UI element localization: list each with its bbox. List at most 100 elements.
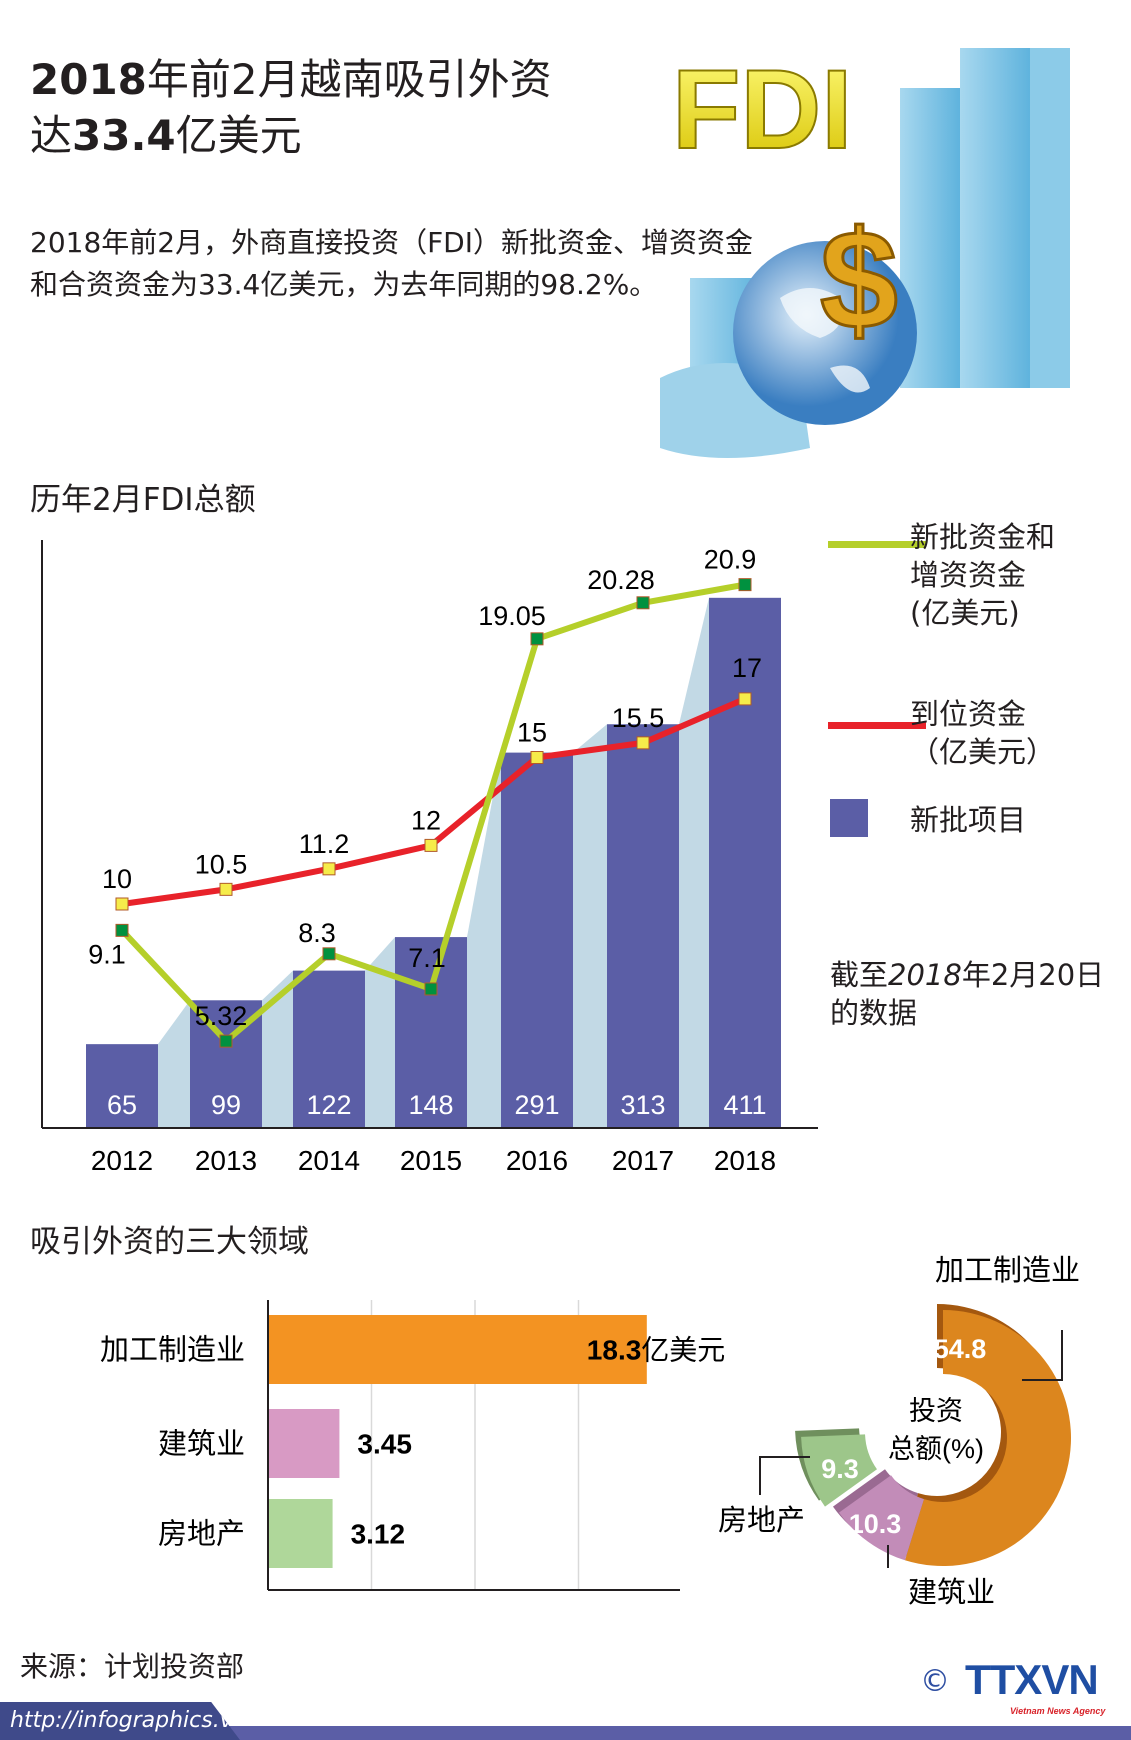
title-unit: 亿美元 — [175, 111, 302, 160]
fdi-text: FDI — [672, 48, 852, 172]
category-label: 房地产 — [718, 1504, 805, 1537]
new-capital-value-label: 8.3 — [298, 918, 336, 948]
x-tick-label: 2015 — [400, 1145, 462, 1170]
illustration-bar — [1030, 48, 1070, 388]
donut-center-label: 投资 — [909, 1396, 963, 1426]
new-capital-marker — [322, 947, 336, 961]
fdi-illustration: FDI $ — [660, 48, 1070, 458]
title-year: 2018 — [30, 55, 147, 104]
legend-bar-label: 新批项目 — [910, 803, 1027, 837]
sector-value-label: 3.45 — [357, 1429, 412, 1460]
footer-bar — [0, 1726, 1131, 1740]
sector-label: 建筑业 — [158, 1428, 245, 1461]
bar-value-label: 411 — [723, 1090, 766, 1120]
received-capital-marker — [636, 736, 650, 750]
bar-value-label: 148 — [408, 1090, 453, 1120]
bar-connector-shade — [158, 1000, 190, 1128]
bar-new-projects — [709, 597, 781, 1128]
sector-bar — [268, 1315, 647, 1384]
new-capital-marker — [219, 1034, 233, 1048]
legend-green-label: 新批资金和 增资资金 (亿美元) — [910, 518, 1055, 632]
bar-value-label: 65 — [107, 1090, 137, 1120]
title-pre: 达 — [30, 111, 73, 160]
category-label: 建筑业 — [908, 1576, 995, 1609]
sector-value-label: 18.3亿美元 — [587, 1334, 726, 1367]
new-capital-marker — [530, 632, 544, 646]
legend-green-line — [828, 541, 926, 548]
bar-connector-shade — [679, 597, 709, 1128]
x-tick-label: 2016 — [506, 1145, 568, 1170]
x-tick-label: 2012 — [91, 1145, 153, 1170]
legend-red-label: 到位资金 （亿美元） — [910, 695, 1055, 771]
new-capital-value-label: 20.9 — [704, 545, 757, 575]
legend-text: 新批资金和 — [910, 520, 1056, 554]
new-capital-value-label: 19.05 — [478, 601, 546, 631]
globe-continents — [780, 288, 870, 393]
new-capital-marker — [115, 923, 129, 937]
data-note: 截至2018年2月20日 的数据 — [830, 956, 1104, 1032]
bar-connector-shade — [573, 724, 607, 1128]
received-capital-value-label: 17 — [732, 653, 762, 683]
note-text: 截至 — [830, 958, 889, 992]
illustration-bar — [960, 48, 1030, 388]
new-capital-value-label: 20.28 — [587, 565, 655, 595]
legend-red-line — [828, 722, 926, 729]
title-text: 年前2月越南吸引外资 — [146, 55, 552, 104]
received-capital-marker — [115, 897, 129, 911]
sector-unit: 亿美元 — [641, 1334, 725, 1367]
fdi-combo-chart: 65 99 122 148 291 313 411 2012 2013 2014 2015 2016 2… — [41, 540, 818, 1170]
footer-url-link[interactable]: http://infographics.vn — [0, 1702, 240, 1740]
legend-text: （亿美元） — [910, 735, 1056, 769]
ttxvn-logo: TTXVN — [965, 1656, 1099, 1703]
bar-value-label: 99 — [211, 1090, 241, 1120]
source-text: 来源：计划投资部 — [20, 1650, 245, 1683]
received-capital-marker — [530, 751, 544, 764]
legend-bar-swatch — [830, 799, 868, 837]
x-tick-label: 2014 — [298, 1145, 360, 1170]
sector-bar — [268, 1409, 340, 1478]
note-text: 的数据 — [830, 996, 918, 1030]
sector-value-label: 3.12 — [351, 1519, 406, 1550]
x-tick-label: 2013 — [195, 1145, 257, 1170]
sector-label: 加工制造业 — [100, 1334, 245, 1367]
donut-value-label: 54.8 — [934, 1334, 987, 1364]
bar-new-projects — [86, 1044, 158, 1128]
new-capital-value-label: 5.32 — [195, 1001, 248, 1031]
title-amount: 33.4 — [72, 111, 176, 160]
donut-slice — [838, 1475, 924, 1561]
received-capital-marker — [219, 882, 233, 896]
donut-slice — [904, 1310, 1071, 1566]
bar-new-projects — [501, 752, 573, 1128]
note-year: 2018 — [888, 958, 962, 992]
sectors-chart-title: 吸引外资的三大领域 — [30, 1224, 309, 1260]
copyright-icon: © — [920, 1664, 950, 1699]
leader-line — [1022, 1330, 1063, 1381]
x-tick-label: 2018 — [714, 1145, 776, 1170]
received-capital-value-label: 10.5 — [195, 849, 248, 879]
bar-value-label: 291 — [514, 1090, 559, 1120]
legend-text: (亿美元) — [910, 596, 1020, 630]
new-capital-marker — [636, 596, 650, 610]
sector-label: 房地产 — [158, 1518, 245, 1551]
bar-value-label: 313 — [620, 1090, 665, 1120]
category-label: 加工制造业 — [935, 1254, 1080, 1287]
logo-subtitle: Vietnam News Agency — [1010, 1706, 1106, 1716]
legend-text: 增资资金 — [910, 558, 1027, 592]
received-capital-value-label: 11.2 — [299, 829, 350, 859]
received-capital-value-label: 12 — [411, 805, 441, 835]
bar-connector-shade — [262, 970, 293, 1128]
new-capital-value-label: 9.1 — [88, 939, 126, 969]
received-capital-marker — [424, 838, 438, 852]
donut-value-label: 10.3 — [849, 1509, 902, 1539]
received-capital-value-label: 10 — [102, 864, 132, 894]
new-capital-marker — [738, 578, 752, 592]
bar-new-projects — [293, 970, 365, 1128]
bar-new-projects — [395, 937, 467, 1128]
page-title: 2018年前2月越南吸引外资 达33.4亿美元 — [30, 52, 552, 164]
received-capital-value-label: 15.5 — [612, 703, 665, 733]
received-capital-value-label: 15 — [517, 718, 547, 748]
bar-new-projects — [607, 724, 679, 1128]
